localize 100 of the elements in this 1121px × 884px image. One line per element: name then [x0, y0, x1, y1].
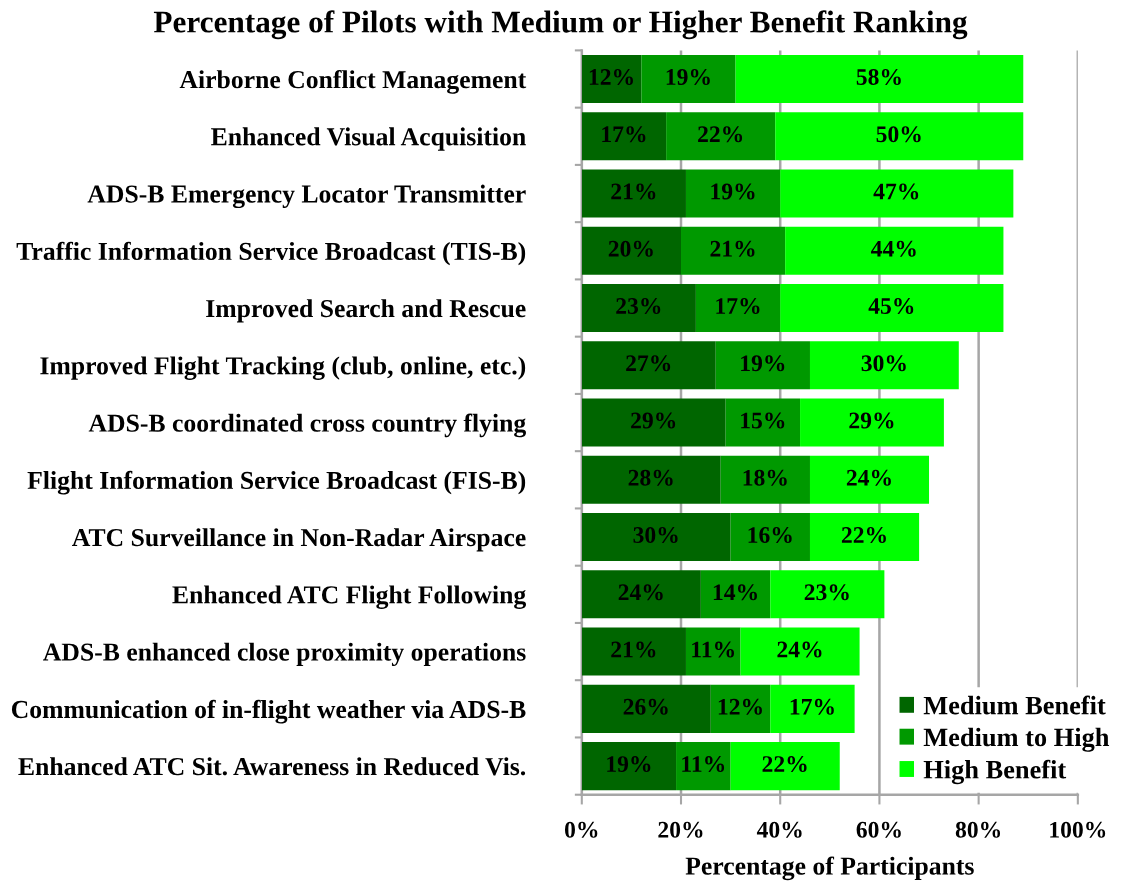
bar	[676, 742, 731, 791]
data-label: 22%	[762, 756, 807, 773]
data-label: 21%	[710, 240, 755, 257]
data-label: 16%	[748, 527, 792, 544]
chart-title: Percentage of Pilots with Medium or Higher Benefit Ranking	[153, 10, 968, 40]
bar	[740, 627, 860, 676]
data-label: 47%	[873, 183, 919, 200]
bar	[695, 283, 781, 333]
y-tick-label: ADS-B coordinated cross country flying	[88, 413, 526, 438]
data-label: 18%	[743, 469, 787, 486]
data-label: 19%	[607, 756, 651, 773]
data-label: 19%	[741, 355, 785, 372]
x-tick-label: 0%	[564, 821, 598, 838]
y-tick-label: Enhanced Visual Acquisition	[211, 127, 526, 151]
data-label: 22%	[841, 527, 886, 544]
bar	[809, 341, 959, 390]
bar	[715, 341, 810, 390]
data-label: 21%	[611, 183, 656, 200]
data-label: 45%	[868, 298, 914, 315]
bar	[725, 398, 801, 447]
y-tick-label: Improved Search and Rescue	[206, 299, 526, 323]
bar	[581, 455, 721, 504]
data-label: 11%	[692, 641, 734, 658]
legend-label: High Benefit	[923, 759, 1067, 785]
y-tick-label: Traffic Information Service Broadcast (TIS-B)	[16, 241, 526, 266]
data-label: 17%	[716, 298, 760, 315]
data-label: 17%	[790, 698, 834, 715]
data-label: 24%	[846, 469, 891, 486]
bar	[730, 742, 840, 791]
bar	[581, 341, 716, 390]
data-label: 12%	[718, 698, 762, 715]
bar	[581, 169, 686, 218]
data-label: 15%	[741, 412, 785, 429]
data-label: 23%	[616, 298, 661, 315]
x-tick-label: 40%	[756, 821, 802, 838]
bar	[735, 54, 1024, 104]
y-tick-label: Airborne Conflict Management	[179, 69, 527, 94]
data-label: 28%	[628, 469, 673, 486]
data-label: 19%	[666, 68, 710, 85]
bar	[809, 455, 930, 504]
y-tick-label: Communication of in-flight weather via ADS-B	[11, 699, 526, 724]
y-tick-label: Enhanced ATC Sit. Awareness in Reduced Vis.	[18, 757, 526, 776]
y-tick-label: Flight Information Service Broadcast (FIS-B)	[27, 470, 526, 495]
bar	[785, 226, 1004, 275]
x-tick-label: 100%	[1050, 821, 1106, 838]
x-tick-label: 60%	[856, 821, 901, 838]
x-axis-title: Percentage of Participants	[685, 856, 974, 881]
y-tick-label: ADS-B enhanced close proximity operations	[43, 642, 526, 667]
data-label: 21%	[611, 641, 656, 658]
data-label: 50%	[876, 126, 921, 143]
bar	[780, 283, 1004, 333]
x-tick-label: 80%	[955, 821, 1001, 838]
bar	[700, 570, 771, 619]
bar	[720, 455, 810, 504]
data-label: 29%	[631, 412, 676, 429]
bar	[770, 570, 885, 619]
bar	[730, 513, 810, 562]
bar	[666, 112, 776, 161]
bar	[685, 169, 781, 218]
data-label: 24%	[618, 584, 663, 601]
data-label: 26%	[623, 698, 668, 715]
legend-label: Medium to High	[923, 727, 1110, 752]
legend-label: Medium Benefit	[923, 695, 1106, 715]
y-tick-label: Improved Flight Tracking (club, online, etc.)	[40, 356, 526, 380]
bar	[581, 398, 726, 447]
data-label: 24%	[777, 641, 822, 658]
bar	[581, 513, 731, 562]
bar	[581, 226, 682, 275]
data-label: 11%	[682, 756, 725, 773]
bar	[581, 742, 677, 791]
data-label: 27%	[626, 355, 671, 372]
bar	[809, 513, 920, 562]
bar	[775, 112, 1024, 161]
bar	[780, 169, 1014, 218]
data-label: 58%	[856, 68, 901, 85]
bar	[681, 226, 786, 275]
data-label: 19%	[711, 183, 755, 200]
y-tick-label: ADS-B Emergency Locator Transmitter	[87, 184, 526, 209]
bar	[581, 684, 711, 733]
bar	[641, 54, 736, 104]
data-label: 14%	[713, 584, 757, 601]
y-tick-label: ATC Surveillance in Non-Radar Airspace	[72, 528, 526, 552]
x-tick-label: 20%	[658, 821, 703, 838]
data-label: 23%	[804, 584, 849, 601]
bar	[581, 570, 701, 619]
data-label: 12%	[589, 68, 633, 85]
bar	[581, 283, 696, 333]
bar	[685, 627, 741, 676]
bar	[581, 627, 686, 676]
data-label: 22%	[698, 126, 743, 143]
bar	[770, 684, 855, 733]
y-tick-label: Enhanced ATC Flight Following	[172, 585, 526, 609]
bar	[581, 112, 667, 161]
bar	[581, 54, 642, 104]
data-label: 17%	[602, 126, 646, 143]
data-label: 30%	[633, 527, 678, 544]
data-label: 44%	[871, 240, 916, 257]
bar	[710, 684, 771, 733]
data-label: 20%	[608, 240, 653, 257]
data-label: 29%	[849, 412, 894, 429]
